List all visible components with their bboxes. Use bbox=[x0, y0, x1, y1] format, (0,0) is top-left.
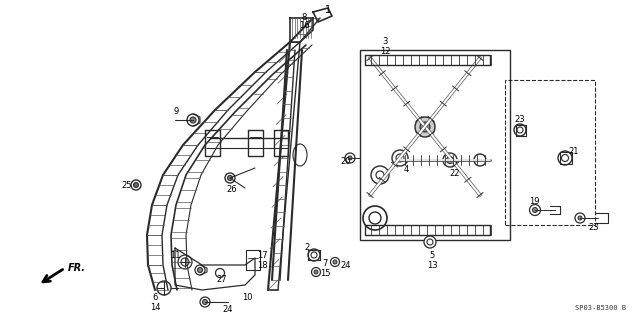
Text: 7: 7 bbox=[323, 259, 328, 269]
Text: 23: 23 bbox=[589, 224, 599, 233]
Text: 4: 4 bbox=[403, 166, 408, 174]
Text: 26: 26 bbox=[227, 186, 237, 195]
Text: 22: 22 bbox=[450, 168, 460, 177]
Circle shape bbox=[308, 249, 320, 261]
Circle shape bbox=[187, 114, 199, 126]
Text: 23: 23 bbox=[515, 115, 525, 124]
Text: 20: 20 bbox=[340, 158, 351, 167]
Text: 19: 19 bbox=[529, 197, 540, 206]
Circle shape bbox=[424, 236, 436, 248]
Text: 15: 15 bbox=[320, 270, 330, 278]
Circle shape bbox=[529, 204, 541, 216]
Text: SP03-B5300 B: SP03-B5300 B bbox=[575, 305, 626, 311]
Text: 11: 11 bbox=[170, 251, 180, 261]
Text: 27: 27 bbox=[217, 276, 227, 285]
Circle shape bbox=[415, 117, 435, 137]
Circle shape bbox=[396, 154, 404, 162]
Circle shape bbox=[311, 252, 317, 258]
Text: 12: 12 bbox=[380, 47, 390, 56]
Circle shape bbox=[131, 180, 141, 190]
Circle shape bbox=[420, 122, 430, 132]
Circle shape bbox=[333, 260, 337, 264]
Circle shape bbox=[517, 127, 523, 133]
Bar bbox=[360, 50, 510, 240]
Text: 8: 8 bbox=[301, 12, 307, 21]
Circle shape bbox=[532, 207, 538, 212]
Circle shape bbox=[427, 239, 433, 245]
Circle shape bbox=[330, 257, 339, 266]
Text: 24: 24 bbox=[223, 306, 233, 315]
Circle shape bbox=[578, 216, 582, 220]
Ellipse shape bbox=[293, 144, 307, 166]
Text: 14: 14 bbox=[150, 303, 160, 313]
Circle shape bbox=[216, 269, 225, 278]
Circle shape bbox=[561, 154, 568, 161]
Text: 9: 9 bbox=[173, 108, 179, 116]
Circle shape bbox=[474, 154, 486, 166]
Circle shape bbox=[376, 171, 384, 179]
Circle shape bbox=[348, 156, 352, 160]
Circle shape bbox=[514, 124, 526, 136]
Circle shape bbox=[447, 157, 454, 164]
Text: 17: 17 bbox=[257, 251, 268, 261]
Circle shape bbox=[371, 166, 389, 184]
Circle shape bbox=[200, 297, 210, 307]
Circle shape bbox=[157, 281, 171, 295]
Circle shape bbox=[345, 153, 355, 163]
Text: 16: 16 bbox=[299, 21, 309, 31]
Text: 18: 18 bbox=[257, 262, 268, 271]
Circle shape bbox=[178, 255, 192, 269]
Text: 3: 3 bbox=[382, 38, 388, 47]
Text: 25: 25 bbox=[122, 181, 132, 189]
Circle shape bbox=[190, 117, 196, 123]
Text: 5: 5 bbox=[429, 250, 435, 259]
Circle shape bbox=[134, 182, 138, 188]
Text: 2: 2 bbox=[305, 243, 310, 253]
Text: FR.: FR. bbox=[68, 263, 86, 273]
Text: 13: 13 bbox=[427, 261, 437, 270]
Text: 21: 21 bbox=[569, 147, 579, 157]
Circle shape bbox=[225, 173, 235, 183]
Circle shape bbox=[314, 270, 318, 274]
Circle shape bbox=[443, 153, 457, 167]
Circle shape bbox=[202, 300, 207, 305]
Circle shape bbox=[392, 150, 408, 166]
Circle shape bbox=[558, 151, 572, 165]
Text: 1: 1 bbox=[325, 5, 331, 15]
Circle shape bbox=[198, 268, 202, 272]
Text: 10: 10 bbox=[242, 293, 252, 302]
Circle shape bbox=[369, 212, 381, 224]
Circle shape bbox=[195, 265, 205, 275]
Circle shape bbox=[312, 268, 321, 277]
Text: 24: 24 bbox=[340, 261, 351, 270]
Text: 6: 6 bbox=[152, 293, 157, 301]
Circle shape bbox=[575, 213, 585, 223]
Bar bbox=[505, 80, 595, 225]
Circle shape bbox=[227, 175, 232, 181]
Circle shape bbox=[363, 206, 387, 230]
Circle shape bbox=[181, 258, 189, 266]
